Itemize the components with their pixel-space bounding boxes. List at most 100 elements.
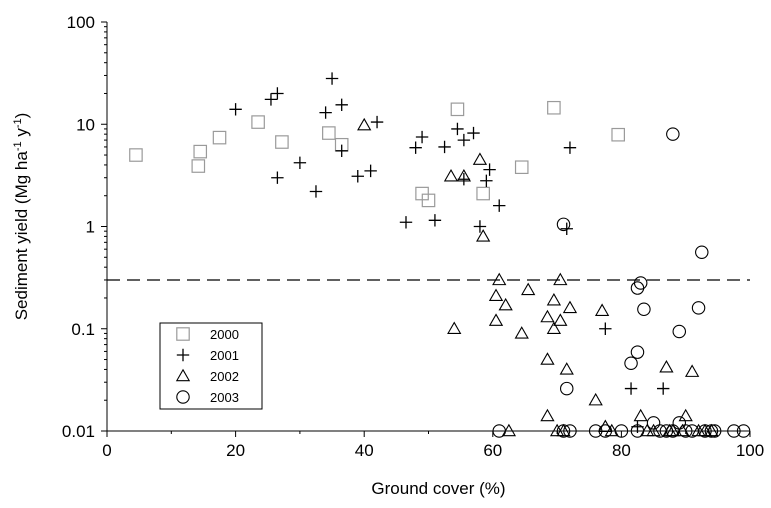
data-point-2001 — [656, 382, 670, 395]
data-point-2002 — [684, 364, 700, 377]
data-point-2002 — [514, 326, 529, 339]
data-point-2002 — [540, 408, 555, 422]
data-point-2003 — [666, 127, 680, 141]
data-point-2002 — [472, 152, 488, 165]
data-point-2001 — [473, 220, 487, 233]
data-point-2003 — [727, 424, 741, 438]
data-point-2002 — [540, 309, 555, 323]
legend-label: 2002 — [210, 369, 239, 384]
data-point-2003 — [736, 424, 751, 438]
data-point-2000 — [514, 160, 529, 175]
data-point-2003 — [707, 424, 722, 438]
data-point-2001 — [370, 115, 384, 129]
data-point-2001 — [229, 103, 242, 116]
data-point-2000 — [251, 115, 265, 129]
data-point-2003 — [559, 381, 574, 396]
data-point-2000 — [611, 127, 625, 142]
data-point-2003 — [659, 424, 674, 438]
data-point-2001 — [364, 164, 377, 178]
data-point-2001 — [493, 199, 506, 212]
y-axis-label-sup1: -1 — [12, 141, 24, 151]
data-point-2003 — [614, 424, 629, 438]
data-point-2001 — [457, 173, 471, 186]
x-tick-label: 80 — [612, 441, 631, 460]
data-point-2002 — [447, 321, 462, 334]
data-point-2001 — [624, 382, 638, 395]
data-point-2001 — [264, 93, 278, 106]
data-point-2003 — [695, 245, 709, 259]
x-tick-label: 0 — [102, 441, 111, 460]
data-point-2000 — [129, 148, 143, 162]
data-point-2001 — [293, 156, 307, 169]
data-point-2002 — [546, 321, 562, 334]
data-point-2001 — [415, 130, 429, 144]
y-tick-label: 10 — [76, 115, 95, 134]
data-point-2001 — [409, 141, 422, 154]
legend: 2000 2001 2002 2003 — [159, 322, 263, 410]
data-point-2000 — [421, 193, 436, 208]
data-points — [129, 72, 751, 438]
y-tick-label: 1 — [86, 218, 95, 237]
data-point-2001 — [325, 72, 339, 85]
data-point-2000 — [193, 144, 208, 159]
data-point-2002 — [492, 272, 507, 286]
data-point-2002 — [556, 423, 571, 437]
data-point-2001 — [467, 126, 480, 140]
y-axis-label: Sediment yield (Mg ha-1 y-1) — [12, 113, 31, 321]
data-point-2002 — [488, 288, 504, 302]
data-point-2000 — [476, 186, 490, 201]
data-point-2002 — [559, 362, 574, 375]
data-point-2000 — [547, 100, 561, 115]
data-point-2002 — [443, 168, 459, 182]
data-point-2003 — [598, 424, 613, 438]
data-point-2002 — [546, 292, 562, 306]
data-point-2001 — [560, 222, 573, 235]
legend-symbol-2002 — [175, 368, 191, 382]
y-tick-label: 0.1 — [71, 320, 95, 339]
y-axis-label-sup2: -1 — [12, 118, 24, 128]
data-point-2002 — [594, 303, 610, 316]
data-point-2003 — [678, 424, 693, 438]
data-point-2002 — [588, 392, 603, 406]
data-point-2002 — [498, 297, 513, 311]
data-point-2002 — [476, 229, 491, 242]
data-point-2001 — [335, 98, 348, 111]
data-point-2003 — [588, 424, 603, 438]
data-point-2002 — [488, 313, 504, 326]
data-point-2002 — [540, 352, 555, 365]
legend-symbol-2003 — [176, 390, 190, 404]
y-axis-label-mid: y — [12, 128, 31, 142]
data-point-2001 — [599, 322, 612, 335]
data-point-2001 — [319, 106, 332, 119]
y-tick-label: 100 — [67, 13, 95, 32]
data-point-2003 — [630, 345, 645, 359]
y-tick-label: 0.01 — [62, 422, 95, 441]
data-point-2002 — [553, 272, 568, 286]
data-point-2002 — [357, 117, 372, 131]
data-point-2001 — [351, 170, 364, 183]
data-point-2001 — [563, 141, 577, 154]
data-point-2001 — [480, 174, 493, 187]
data-point-2002 — [553, 313, 568, 326]
legend-label: 2000 — [210, 327, 239, 342]
x-tick-label: 100 — [736, 441, 764, 460]
data-point-2003 — [556, 217, 571, 232]
data-point-2001 — [428, 214, 442, 227]
data-point-2001 — [438, 140, 451, 154]
data-point-2000 — [322, 126, 336, 140]
data-point-2003 — [691, 301, 706, 315]
data-point-2002 — [521, 282, 536, 296]
data-point-2000 — [275, 135, 289, 149]
y-axis-label-end: ) — [12, 113, 31, 119]
ticks: 0 20 40 60 80 100 0.01 0.1 1 10 100 — [62, 13, 764, 460]
x-axis-label: Ground cover (%) — [371, 479, 505, 498]
data-point-2001 — [457, 133, 471, 147]
data-point-2002 — [678, 408, 693, 422]
data-point-2000 — [191, 159, 206, 173]
data-point-2003 — [492, 424, 506, 438]
data-point-2000 — [450, 102, 465, 117]
data-point-2003 — [646, 416, 661, 430]
data-point-2003 — [704, 424, 719, 438]
data-point-2003 — [672, 324, 687, 339]
